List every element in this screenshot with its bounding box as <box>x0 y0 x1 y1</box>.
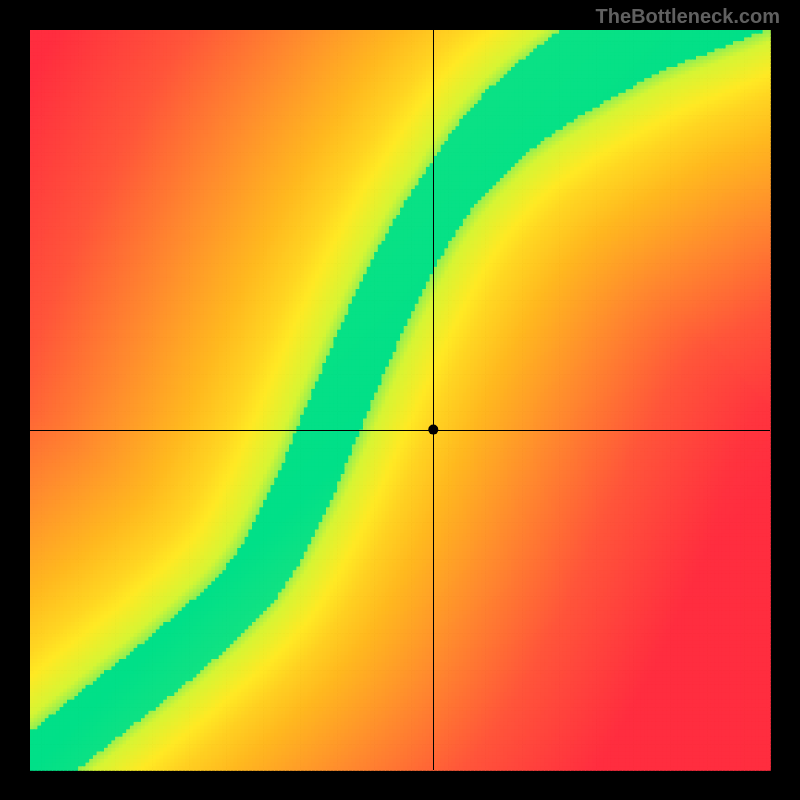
watermark-text: TheBottleneck.com <box>596 6 780 29</box>
heatmap-canvas <box>0 0 800 800</box>
bottleneck-heatmap-container: TheBottleneck.com <box>0 0 800 800</box>
